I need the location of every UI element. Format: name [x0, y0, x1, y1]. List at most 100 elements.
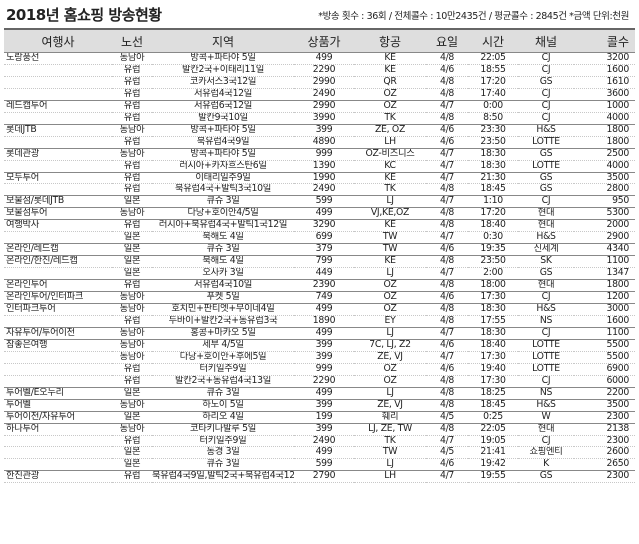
- cell-day: 4/7: [426, 171, 468, 185]
- cell-channel: 현대: [518, 207, 574, 221]
- cell-price: 499: [294, 303, 354, 316]
- cell-day: 4/8: [426, 398, 468, 412]
- cell-region: 발칸9국10일: [152, 112, 294, 125]
- cell-airline: LJ: [354, 267, 426, 281]
- cell-route: 유럽: [112, 219, 152, 233]
- cell-channel: CJ: [518, 375, 574, 388]
- cell-count: 3500: [574, 171, 635, 185]
- cell-agency: [4, 76, 112, 89]
- page-title: 2018년 홈쇼핑 방송현황: [6, 6, 162, 24]
- cell-airline: KE: [354, 64, 426, 77]
- cell-count: 1600: [574, 64, 635, 77]
- cell-channel: GS: [518, 147, 574, 161]
- cell-day: 4/8: [426, 279, 468, 293]
- table-row: 롯데관광 동남아 방콕+파타야 5일 999 OZ-비즈니스 4/7 18:30 GS 2500: [4, 147, 635, 161]
- cell-airline: LJ: [354, 458, 426, 472]
- cell-airline: QR: [354, 76, 426, 89]
- cell-channel: CJ: [518, 435, 574, 448]
- cell-channel: CJ: [518, 52, 574, 65]
- cell-route: 동남아: [112, 326, 152, 340]
- cell-region: 동경 3일: [152, 446, 294, 460]
- cell-airline: OZ: [354, 88, 426, 101]
- table-row: 온라인투어 유럽 서유럽4국10일 2390 OZ 4/8 18:00 현대 1800: [4, 279, 635, 293]
- cell-count: 1800: [574, 123, 635, 137]
- cell-count: 1347: [574, 267, 635, 281]
- cell-route: 유럽: [112, 279, 152, 293]
- cell-agency: [4, 64, 112, 77]
- table-row: 온라인/레드캡 일본 큐슈 3일 379 TW 4/6 19:35 신세계 4340: [4, 243, 635, 257]
- cell-time: 19:55: [468, 470, 518, 484]
- cell-channel: 신세계: [518, 243, 574, 257]
- cell-day: 4/6: [426, 363, 468, 376]
- cell-channel: LOTTE: [518, 160, 574, 173]
- cell-route: 유럽: [112, 470, 152, 484]
- cell-region: 북유럽4국9일: [152, 136, 294, 149]
- cell-count: 4000: [574, 160, 635, 173]
- cell-day: 4/6: [426, 291, 468, 305]
- cell-region: 큐슈 3일: [152, 386, 294, 400]
- cell-agency: 보물섬투어: [4, 207, 112, 221]
- cell-region: 푸켓 5일: [152, 291, 294, 305]
- cell-agency: 롯데JTB: [4, 123, 112, 137]
- cell-day: 4/6: [426, 123, 468, 137]
- cell-day: 4/7: [426, 160, 468, 173]
- cell-price: 3290: [294, 219, 354, 233]
- cell-region: 서유럽6국12일: [152, 99, 294, 113]
- cell-airline: LJ: [354, 326, 426, 340]
- cell-day: 4/8: [426, 88, 468, 101]
- cell-agency: 인터파크투어: [4, 303, 112, 316]
- cell-agency: 노랑풍선: [4, 52, 112, 65]
- cell-price: 449: [294, 267, 354, 281]
- cell-price: 499: [294, 386, 354, 400]
- cell-airline: LH: [354, 136, 426, 149]
- cell-price: 2990: [294, 99, 354, 113]
- table-row: 일본 오사카 3일 449 LJ 4/7 2:00 GS 1347: [4, 267, 635, 281]
- cell-channel: K: [518, 458, 574, 472]
- cell-route: 동남아: [112, 52, 152, 65]
- table-row: 온라인투어/인터파크 동남아 푸켓 5일 749 OZ 4/6 17:30 CJ 1200: [4, 291, 635, 305]
- cell-count: 4000: [574, 112, 635, 125]
- cell-price: 699: [294, 231, 354, 245]
- cell-airline: KC: [354, 160, 426, 173]
- cell-time: 18:45: [468, 183, 518, 197]
- cell-count: 2000: [574, 219, 635, 233]
- cell-count: 2300: [574, 435, 635, 448]
- cell-time: 18:30: [468, 147, 518, 161]
- cell-airline: LJ: [354, 195, 426, 209]
- cell-day: 4/7: [426, 267, 468, 281]
- table-row: 참좋은여행 동남아 세부 4/5일 399 7C, LJ, Z2 4/6 18:40 LOTT…: [4, 338, 635, 352]
- cell-count: 1800: [574, 136, 635, 149]
- summary-note: *방송 횟수 : 36회 / 전체콜수 : 10만2435건 / 평균콜수 : …: [318, 11, 629, 22]
- table-row: 일본 북해도 4일 699 TW 4/7 0:30 H&S 2900: [4, 231, 635, 245]
- cell-count: 2300: [574, 410, 635, 424]
- cell-day: 4/8: [426, 183, 468, 197]
- cell-day: 4/8: [426, 315, 468, 328]
- cell-time: 18:40: [468, 219, 518, 233]
- cell-price: 4890: [294, 136, 354, 149]
- cell-price: 999: [294, 147, 354, 161]
- header-row: 여행사 노선 지역 상품가 항공 요일 시간 채널 콜수: [4, 28, 635, 53]
- cell-day: 4/6: [426, 458, 468, 472]
- cell-agency: [4, 231, 112, 245]
- cell-time: 0:25: [468, 410, 518, 424]
- cell-agency: 한진관광: [4, 470, 112, 484]
- cell-price: 2990: [294, 76, 354, 89]
- cell-price: 1990: [294, 171, 354, 185]
- cell-channel: CJ: [518, 99, 574, 113]
- table-row: 동남아 다낭+호이안+후에5일 399 ZE, VJ 4/7 17:30 LOTTE 5500: [4, 351, 635, 364]
- cell-agency: 모두투어: [4, 171, 112, 185]
- cell-time: 18:00: [468, 279, 518, 293]
- cell-time: 19:05: [468, 435, 518, 448]
- cell-agency: 보물섬/롯데JTB: [4, 195, 112, 209]
- cell-airline: EY: [354, 315, 426, 328]
- cell-route: 동남아: [112, 291, 152, 305]
- cell-region: 터키일주9일: [152, 363, 294, 376]
- cell-region: 하노이 5일: [152, 398, 294, 412]
- cell-channel: LOTTE: [518, 351, 574, 364]
- cell-airline: TW: [354, 243, 426, 257]
- cell-price: 799: [294, 255, 354, 269]
- table-row: 롯데JTB 동남아 방콕+파타야 5일 399 ZE, OZ 4/6 23:30 H&S 180…: [4, 123, 635, 137]
- cell-agency: [4, 375, 112, 388]
- cell-agency: 하나투어: [4, 422, 112, 436]
- cell-count: 3500: [574, 398, 635, 412]
